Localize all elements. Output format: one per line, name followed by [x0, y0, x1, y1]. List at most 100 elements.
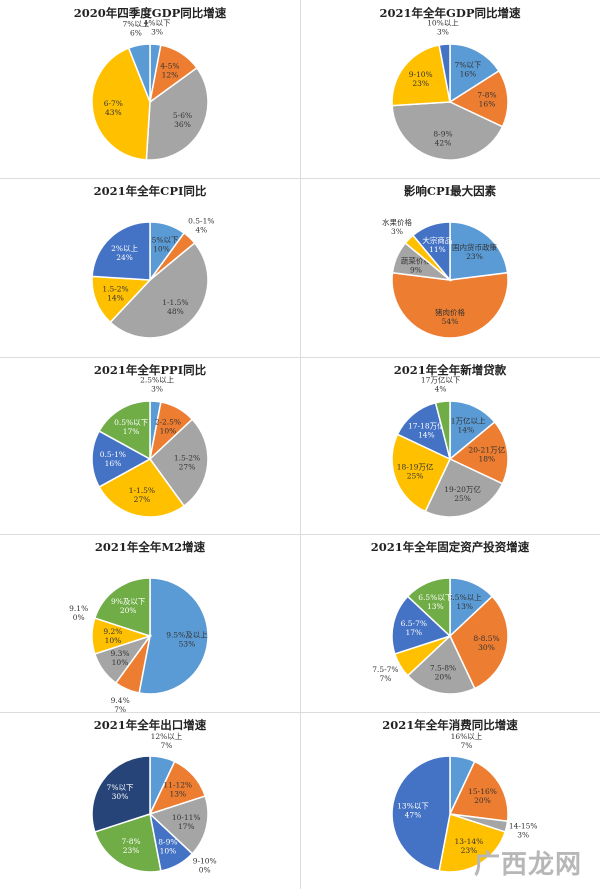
slice-value: 10%	[153, 245, 170, 254]
slice-label: 猪肉价格	[435, 307, 465, 317]
pie-slice	[138, 577, 209, 695]
slice-value: 3%	[437, 27, 449, 36]
pie-slice	[449, 221, 509, 281]
slice-label: 11-12%	[163, 781, 192, 790]
slice-value: 42%	[435, 139, 452, 148]
slice-label: 8.5%以上	[448, 593, 483, 602]
slice-value: 13%	[456, 602, 473, 611]
slice-label: 9.3%	[110, 649, 129, 658]
slice-value: 7%	[379, 674, 391, 683]
pie-slice	[434, 400, 451, 460]
slice-value: 24%	[116, 253, 133, 262]
slice-label: 2-2.5%	[155, 418, 181, 427]
slice-value: 13%	[169, 790, 186, 799]
slice-label: 0.5-1%	[188, 216, 214, 225]
grid-divider-vertical	[300, 0, 301, 889]
pie-slice	[93, 813, 162, 873]
pie-slice	[411, 221, 451, 283]
slice-label: 9.4%	[111, 696, 130, 705]
slice-value: 16%	[460, 70, 477, 79]
pie-slice	[127, 43, 151, 103]
slice-value: 23%	[123, 846, 140, 855]
slice-value: 3%	[391, 227, 403, 236]
slice-value: 10%	[105, 636, 122, 645]
slice-value: 23%	[461, 846, 478, 855]
slice-value: 23%	[466, 252, 483, 261]
slice-label: 大宗商品	[422, 235, 452, 245]
slice-label: 9.5%及以上	[166, 631, 208, 640]
pie-slice	[98, 400, 151, 461]
pie-chart-cpi-2021: 2021年全年CPI同比 0.5%以下 10% 0.5-1% 4% 1-1.5% 48% 1.…	[0, 178, 300, 357]
pie-slice	[449, 43, 501, 104]
pie-slice	[448, 760, 509, 823]
pie-chart-new-loans: 2021年全年新增贷款 21万亿以上 14% 20-21万亿 18% 19-20万亿 25%…	[300, 357, 600, 534]
slice-value: 20%	[474, 796, 491, 805]
watermark: 广西龙网	[473, 850, 582, 880]
chart-title: 2021年全年消费同比增速	[382, 718, 518, 732]
slice-label: 19-20万亿	[444, 484, 481, 494]
pie-slice	[149, 418, 209, 507]
pie-slice	[91, 221, 151, 281]
slice-value: 17%	[123, 427, 140, 436]
slice-value: 25%	[454, 494, 471, 503]
slice-label: 16%以上	[451, 732, 483, 741]
pie-slice	[391, 595, 452, 655]
pie-slice	[424, 458, 504, 518]
chart-title: 2021年全年新增贷款	[394, 363, 507, 377]
pie-chart-fixed-investment: 2021年全年固定资产投资增速 8.5%以上 13% 8-8.5% 30% 7.5-8% 2…	[300, 534, 600, 712]
slice-value: 7%	[114, 705, 126, 712]
slice-value: 18%	[478, 454, 495, 463]
slice-value: 20%	[435, 673, 452, 682]
slice-value: 4%	[435, 385, 447, 394]
pie-slice	[91, 430, 152, 488]
chart-title: 2021年全年GDP同比增速	[380, 6, 521, 20]
slice-value: 0%	[199, 865, 211, 874]
pie-slice	[396, 401, 452, 461]
chart-title: 2021年全年出口增速	[94, 718, 207, 732]
slice-label: 10-11%	[172, 813, 201, 822]
grid-divider	[0, 534, 600, 535]
chart-title: 2021年全年PPI同比	[94, 363, 207, 377]
pie-slice	[91, 47, 151, 161]
slice-label: 6-7%	[104, 99, 123, 108]
slice-label: 2%以上	[111, 244, 138, 253]
slice-label: 1-1.5%	[129, 486, 155, 495]
slice-value: 25%	[407, 472, 424, 481]
slice-label: 1-1.5%	[162, 298, 188, 307]
slice-value: 6%	[130, 28, 142, 37]
slice-label: 国内货币政策	[452, 242, 497, 252]
slice-label: 15-16%	[468, 787, 497, 796]
slice-value: 27%	[134, 495, 151, 504]
slice-value: 10%	[160, 427, 177, 436]
slice-label: 17-18万亿	[408, 420, 445, 430]
pie-slice	[91, 755, 151, 833]
pie-slice	[448, 69, 509, 128]
pie-slice	[145, 66, 209, 161]
slice-value: 3%	[517, 830, 529, 839]
slice-label: 4%以下	[144, 18, 171, 27]
slice-value: 7%	[460, 741, 472, 750]
pie-slice	[391, 433, 451, 513]
chart-title: 影响CPI最大因素	[404, 184, 497, 198]
slice-value: 14%	[107, 294, 124, 303]
slice-label: 7-8%	[121, 837, 140, 846]
slice-label: 12%以上	[151, 732, 183, 741]
slice-label: 0.5%以下	[114, 418, 149, 427]
slice-value: 10%	[160, 847, 177, 856]
slice-value: 43%	[105, 108, 122, 117]
slice-value: 9%	[410, 265, 422, 274]
slice-label: 7.5-8%	[430, 664, 456, 673]
slice-value: 3%	[151, 27, 163, 36]
pie-slice	[438, 813, 507, 873]
slice-value: 30%	[112, 792, 129, 801]
slice-label: 20-21万亿	[468, 444, 505, 454]
slice-value: 16%	[479, 100, 496, 109]
chart-title: 2021年全年CPI同比	[94, 184, 207, 198]
pie-slice	[109, 241, 209, 339]
pie-chart-m2: 2021年全年M2增速 9.5%及以上 53% 9.4% 7% 9.3% 10% 9.2% 10…	[0, 534, 300, 712]
pie-slice	[438, 43, 451, 103]
slice-label: 2.5%以上	[140, 375, 175, 384]
slice-label: 9-10%	[409, 70, 433, 79]
pie-slice	[91, 275, 152, 324]
